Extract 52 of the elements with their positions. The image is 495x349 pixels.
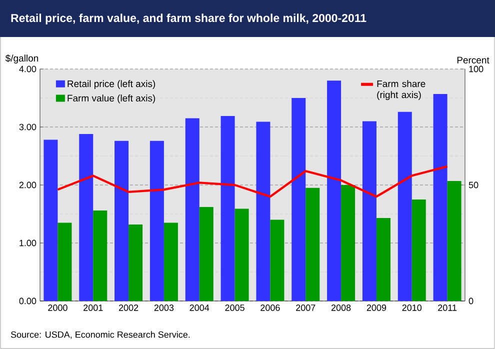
source-note: Source: USDA, Economic Research Service. xyxy=(10,331,190,339)
bar xyxy=(433,94,448,301)
x-tick-label: 2004 xyxy=(190,304,210,311)
y2-tick-label: 0 xyxy=(468,298,474,304)
y-tick-label: 3.00 xyxy=(19,124,36,130)
y-tick-label: 2.00 xyxy=(19,182,36,188)
bar xyxy=(341,185,356,301)
bar xyxy=(185,118,200,301)
chart-title: Retail price, farm value, and farm share for whole milk, 2000-2011 xyxy=(11,14,366,24)
bar xyxy=(306,188,320,301)
y-tick-label: 4.00 xyxy=(19,66,36,72)
bar xyxy=(362,121,376,301)
bar xyxy=(398,112,412,301)
bar xyxy=(164,222,178,301)
legend-label: Farm share (right axis) xyxy=(377,80,426,100)
bar xyxy=(44,140,58,301)
x-tick-label: 2009 xyxy=(366,304,386,311)
x-tick-label: 2002 xyxy=(118,304,138,311)
x-tick-label: 2000 xyxy=(48,304,68,311)
bar xyxy=(376,218,390,301)
legend-label: Farm value (left axis) xyxy=(68,94,156,104)
bar xyxy=(447,180,462,301)
x-tick-label: 2001 xyxy=(84,304,103,311)
bar xyxy=(199,207,214,301)
bar xyxy=(79,134,94,301)
legend-label: Retail price (left axis) xyxy=(68,80,156,90)
x-tick-label: 2007 xyxy=(296,304,316,311)
bar xyxy=(234,208,249,301)
bar xyxy=(150,140,164,301)
y2-tick-label: 50 xyxy=(468,182,478,188)
bar xyxy=(256,122,270,301)
bar xyxy=(412,200,426,301)
bar xyxy=(93,210,108,301)
x-tick-label: 2003 xyxy=(154,304,174,311)
y-axis-title: $/gallon xyxy=(5,54,38,64)
bar xyxy=(220,116,235,301)
x-tick-label: 2006 xyxy=(260,304,280,311)
bar xyxy=(58,222,72,301)
bar xyxy=(128,224,143,301)
y2-axis-title: Percent xyxy=(457,56,490,64)
x-tick-label: 2011 xyxy=(438,304,457,311)
y-tick-label: 1.00 xyxy=(20,240,36,246)
bar xyxy=(292,98,306,301)
bar xyxy=(114,140,129,301)
x-tick-label: 2005 xyxy=(225,304,244,311)
bar xyxy=(327,80,342,301)
bar xyxy=(270,220,284,301)
x-tick-label: 2008 xyxy=(331,304,351,311)
y2-tick-label: 100 xyxy=(469,66,484,72)
y-tick-label: 0.00 xyxy=(19,298,36,304)
line-series xyxy=(56,165,448,198)
x-tick-label: 2010 xyxy=(402,304,422,311)
